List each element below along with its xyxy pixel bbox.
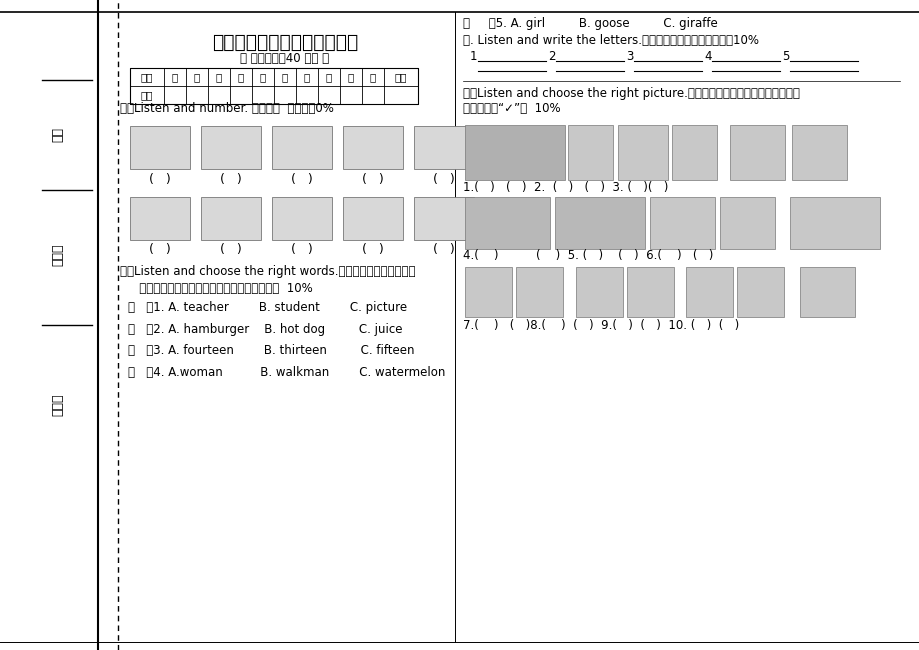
Bar — [343, 126, 403, 169]
Text: 七: 七 — [303, 72, 310, 82]
Bar — [130, 197, 190, 240]
Text: 八: 八 — [325, 72, 332, 82]
Bar — [200, 197, 261, 240]
Bar — [720, 197, 774, 249]
Bar — [686, 267, 732, 317]
Bar — [516, 267, 562, 317]
Text: 题目: 题目 — [141, 72, 153, 82]
Bar — [272, 197, 332, 240]
Text: 四．Listen and choose the right picture.听录音，选择正确的图画，在其下边: 四．Listen and choose the right picture.听录… — [462, 86, 799, 99]
Text: （     ）5. A. girl         B. goose         C. giraffe: （ ）5. A. girl B. goose C. giraffe — [462, 16, 717, 29]
Text: (   ): ( ) — [433, 244, 454, 257]
Text: （   ）4. A.woman          B. walkman        C. watermelon: （ ）4. A.woman B. walkman C. watermelon — [128, 365, 445, 378]
Bar — [414, 126, 473, 169]
Text: 二: 二 — [194, 72, 200, 82]
Bar — [800, 267, 854, 317]
Text: 3: 3 — [625, 49, 632, 62]
Text: (   ): ( ) — [220, 244, 242, 257]
Bar — [650, 197, 714, 249]
Bar — [464, 125, 564, 180]
Bar — [414, 197, 473, 240]
Text: (   ): ( ) — [220, 172, 242, 185]
Text: 得分: 得分 — [141, 90, 153, 100]
Text: 三: 三 — [216, 72, 221, 82]
Text: (   ): ( ) — [290, 244, 312, 257]
Bar — [791, 125, 846, 180]
Text: 一: 一 — [172, 72, 178, 82]
Text: (   ): ( ) — [433, 172, 454, 185]
Bar — [554, 197, 644, 249]
Text: 号：: 号： — [51, 127, 64, 142]
Text: （   ）2. A. hamburger    B. hot dog         C. juice: （ ）2. A. hamburger B. hot dog C. juice — [128, 324, 403, 337]
Bar — [130, 68, 417, 104]
Text: 六: 六 — [281, 72, 288, 82]
Text: 总分: 总分 — [394, 72, 407, 82]
Text: （ 答卷时间：40 分钟 ）: （ 答卷时间：40 分钟 ） — [240, 53, 329, 66]
Text: (   ): ( ) — [362, 172, 383, 185]
Bar — [729, 125, 784, 180]
Bar — [671, 125, 716, 180]
Text: 班别：: 班别： — [51, 394, 64, 416]
Text: (   ): ( ) — [149, 172, 171, 185]
Bar — [343, 197, 403, 240]
Text: 7.(    )   (   )8.(    )  (   )  9.(   )  (   )  10. (   )  (   ): 7.( ) ( )8.( ) ( ) 9.( ) ( ) 10. ( ) ( ) — [462, 318, 739, 332]
Bar — [736, 267, 783, 317]
Text: (   ): ( ) — [290, 172, 312, 185]
Text: 5: 5 — [781, 49, 789, 62]
Text: 五: 五 — [259, 72, 266, 82]
Text: 二．Listen and choose the right words.听录音，把录音中提到的: 二．Listen and choose the right words.听录音，… — [119, 265, 415, 278]
Text: 九: 九 — [347, 72, 354, 82]
Bar — [464, 197, 550, 249]
Bar — [200, 126, 261, 169]
Text: 2: 2 — [548, 49, 555, 62]
Text: (   ): ( ) — [362, 244, 383, 257]
Bar — [567, 125, 612, 180]
Text: 1.(   )   (   )  2.  (   )   (   )  3. (   )(   ): 1.( ) ( ) 2. ( ) ( ) 3. ( )( ) — [462, 181, 667, 194]
Text: 的括号里打“✓”。  10%: 的括号里打“✓”。 10% — [462, 101, 560, 114]
Text: 4: 4 — [703, 49, 710, 62]
Text: 十: 十 — [369, 72, 376, 82]
Text: 4.(    )          (    )  5. (   )    (   )  6.(    )   (   ): 4.( ) ( ) 5. ( ) ( ) 6.( ) ( ) — [462, 250, 712, 263]
Text: 姓名：: 姓名： — [51, 244, 64, 266]
Text: （   ）3. A. fourteen        B. thirteen         C. fifteen: （ ）3. A. fourteen B. thirteen C. fifteen — [128, 344, 414, 358]
Bar — [618, 125, 667, 180]
Bar — [789, 197, 879, 249]
Text: 1: 1 — [470, 49, 477, 62]
Bar — [272, 126, 332, 169]
Text: 三. Listen and write the letters.听录音，写出字母的大小写。10%: 三. Listen and write the letters.听录音，写出字母… — [462, 34, 758, 47]
Text: 一．Listen and number. 听录音，  标号码。0%: 一．Listen and number. 听录音， 标号码。0% — [119, 103, 334, 116]
Bar — [575, 267, 622, 317]
Text: (   ): ( ) — [149, 244, 171, 257]
Text: 小学三年级英语第二学期试卷: 小学三年级英语第二学期试卷 — [211, 32, 357, 51]
Bar — [130, 126, 190, 169]
Text: 单词选出来，并把其编号写在题前的括号里。  10%: 单词选出来，并把其编号写在题前的括号里。 10% — [128, 283, 312, 296]
Text: （   ）1. A. teacher        B. student        C. picture: （ ）1. A. teacher B. student C. picture — [128, 302, 407, 315]
Text: 四: 四 — [238, 72, 244, 82]
Bar — [627, 267, 674, 317]
Bar — [464, 267, 512, 317]
